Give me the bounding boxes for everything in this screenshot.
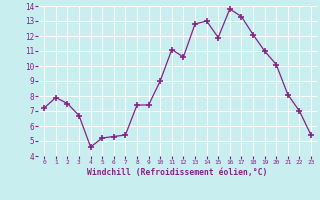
X-axis label: Windchill (Refroidissement éolien,°C): Windchill (Refroidissement éolien,°C) xyxy=(87,168,268,177)
